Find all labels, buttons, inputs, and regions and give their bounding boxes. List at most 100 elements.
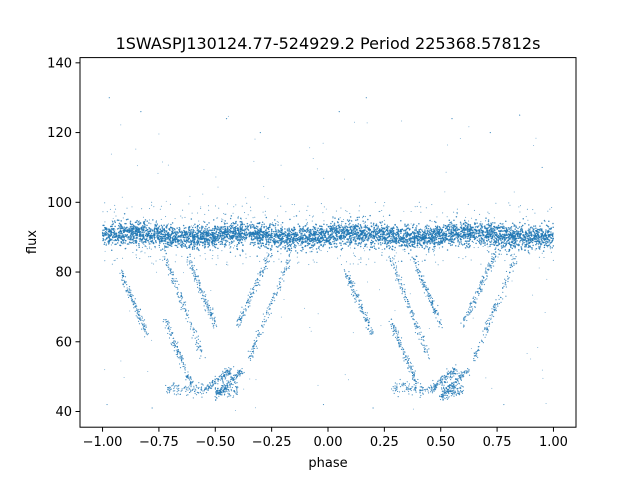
data-point-3348 bbox=[300, 244, 302, 246]
data-point-4043 bbox=[388, 233, 391, 236]
data-point-4347 bbox=[497, 236, 500, 239]
data-point-3954 bbox=[183, 236, 186, 239]
data-point-4840 bbox=[381, 228, 384, 230]
data-point-4973 bbox=[511, 238, 514, 240]
data-point-2863 bbox=[144, 226, 146, 229]
data-point-940 bbox=[426, 231, 429, 233]
data-point-3157 bbox=[406, 232, 409, 235]
data-point-4935 bbox=[258, 222, 260, 225]
data-point-4820 bbox=[257, 228, 259, 231]
data-point-4072 bbox=[549, 234, 551, 236]
data-point-4844 bbox=[292, 242, 295, 244]
data-point-3068 bbox=[443, 231, 445, 233]
data-point-1611 bbox=[271, 246, 273, 248]
data-point-2846 bbox=[366, 239, 368, 241]
data-point-4305 bbox=[341, 226, 343, 228]
data-point-4937 bbox=[498, 243, 501, 245]
data-point-3940 bbox=[329, 225, 331, 227]
data-point-4623 bbox=[239, 236, 242, 239]
data-point-4420 bbox=[409, 233, 411, 236]
data-point-1623 bbox=[178, 243, 181, 245]
data-point-4669 bbox=[301, 240, 303, 243]
data-point-3977 bbox=[151, 234, 153, 237]
data-point-2016 bbox=[160, 240, 163, 243]
data-point-2341 bbox=[158, 241, 161, 243]
data-point-4807 bbox=[193, 234, 196, 236]
data-point-3107 bbox=[120, 220, 122, 222]
data-point-2497 bbox=[234, 229, 237, 232]
data-point-4804 bbox=[521, 231, 524, 233]
data-point-3235 bbox=[406, 231, 409, 233]
data-point-1012 bbox=[301, 229, 303, 232]
data-point-3012 bbox=[347, 238, 350, 240]
data-point-4164 bbox=[358, 235, 360, 237]
data-point-4427 bbox=[403, 240, 405, 242]
data-point-3238 bbox=[372, 224, 375, 226]
data-point-3749 bbox=[237, 227, 239, 230]
data-point-3614 bbox=[231, 232, 234, 234]
data-point-2655 bbox=[546, 225, 549, 227]
data-point-3937 bbox=[407, 238, 409, 241]
data-point-1185 bbox=[238, 232, 241, 234]
data-point-3073 bbox=[229, 251, 232, 254]
data-point-1154 bbox=[184, 234, 187, 237]
data-point-2773 bbox=[133, 242, 135, 245]
data-point-2756 bbox=[421, 240, 423, 242]
data-point-4084 bbox=[131, 241, 134, 244]
data-point-1025 bbox=[327, 226, 330, 228]
data-point-4848 bbox=[125, 240, 127, 242]
data-point-4150 bbox=[417, 232, 420, 235]
data-point-4017 bbox=[216, 229, 218, 231]
data-point-2602 bbox=[310, 228, 312, 231]
data-point-1390 bbox=[206, 241, 209, 244]
data-point-2842 bbox=[463, 242, 466, 245]
data-point-2125 bbox=[314, 236, 317, 238]
data-point-2233 bbox=[266, 240, 268, 242]
data-point-1099 bbox=[274, 224, 276, 227]
data-point-688 bbox=[250, 241, 252, 244]
data-point-4881 bbox=[241, 236, 244, 239]
data-point-4048 bbox=[450, 239, 453, 241]
data-point-1921 bbox=[406, 243, 408, 245]
data-point-4678 bbox=[254, 236, 256, 239]
data-point-2239 bbox=[164, 246, 166, 249]
data-point-4612 bbox=[515, 233, 517, 236]
data-point-1407 bbox=[165, 242, 167, 245]
data-point-4653 bbox=[135, 239, 137, 242]
data-point-88 bbox=[185, 227, 187, 229]
data-point-4568 bbox=[511, 234, 514, 236]
data-point-3783 bbox=[524, 237, 527, 240]
data-point-3054 bbox=[220, 238, 223, 241]
data-point-4348 bbox=[136, 234, 139, 236]
data-point-184 bbox=[484, 244, 486, 246]
data-point-4658 bbox=[236, 245, 238, 247]
data-point-4223 bbox=[297, 234, 299, 236]
data-point-4422 bbox=[463, 227, 465, 229]
data-point-3085 bbox=[388, 214, 391, 216]
data-point-3643 bbox=[205, 225, 207, 228]
data-point-3762 bbox=[328, 239, 331, 241]
data-point-1069 bbox=[136, 219, 138, 222]
data-point-3736 bbox=[455, 224, 458, 226]
data-point-2742 bbox=[473, 235, 475, 238]
data-point-3883 bbox=[238, 239, 241, 241]
data-point-1901 bbox=[129, 225, 132, 228]
data-point-4559 bbox=[446, 238, 449, 240]
data-point-3519 bbox=[212, 231, 214, 234]
data-point-4537 bbox=[117, 224, 120, 227]
data-point-1204 bbox=[390, 237, 392, 240]
data-point-4058 bbox=[155, 228, 158, 230]
data-point-82 bbox=[182, 242, 185, 245]
data-point-1330 bbox=[411, 241, 414, 243]
data-point-3841 bbox=[130, 239, 132, 241]
data-point-2286 bbox=[200, 229, 203, 231]
data-point-3882 bbox=[475, 232, 478, 235]
data-point-3048 bbox=[116, 242, 119, 244]
data-point-4044 bbox=[376, 233, 378, 236]
data-point-4799 bbox=[228, 237, 230, 240]
data-point-4397 bbox=[109, 232, 112, 234]
data-point-994 bbox=[299, 230, 302, 232]
data-point-3838 bbox=[250, 221, 252, 223]
data-point-4916 bbox=[265, 243, 268, 245]
data-point-3379 bbox=[271, 244, 273, 247]
